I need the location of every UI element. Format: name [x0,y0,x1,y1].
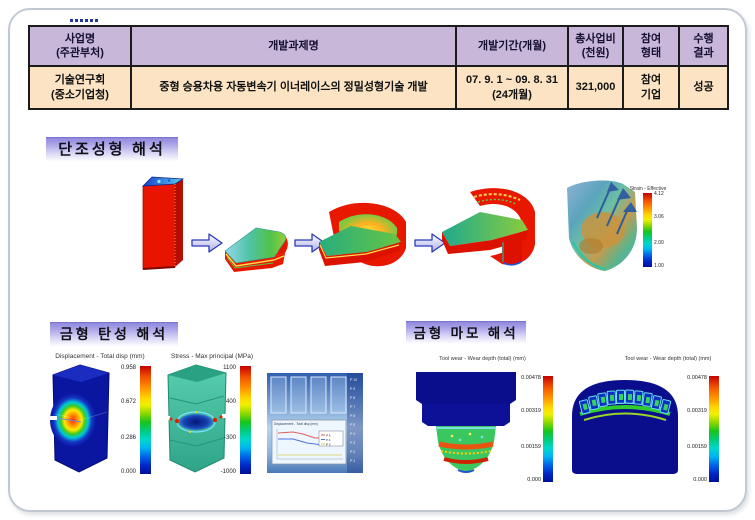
point-label: P 3 [350,441,355,445]
die-colorbar [709,376,719,482]
col-header-program: 사업명 (주관부처) [28,25,132,67]
tick-label: -300 [223,435,236,442]
tick-label: -1000 [220,468,236,475]
point-label: P 1 [350,459,355,463]
tick-label: 1100 [223,365,236,372]
tick-label: 2.00 [654,239,664,246]
point-label: P 2 [350,450,355,454]
displacement-plot-title: Displacement - Total disp (mm) [55,353,145,360]
cell-program: 기술연구회 (중소기업청) [28,65,132,110]
table-header-row: 사업명 (주관부처) 개발과제명 개발기간(개월) 총사업비 (천원) 참여 형… [28,25,729,67]
tick-label: 0.00159 [687,444,707,451]
section-label-wear: 금형 마모 해석 [406,321,526,345]
simulation-panel-graphics: Displacement - Total disp (mm) P 5 P 4 P… [270,373,363,473]
process-arrow-icon [414,233,446,253]
cell-period: 07. 9. 1 ~ 09. 8. 31 (24개월) [455,65,569,110]
tick-label: 0.000 [527,476,541,483]
die-teeth [578,389,672,415]
tick-label: 3.06 [654,214,664,221]
displacement-colorbar-ticks: 0.958 0.672 0.286 0.000 [106,365,136,475]
point-label: P 10 [350,378,357,382]
punch-wear-title: Tool wear - Wear depth (total) (mm) [439,356,526,362]
strain-colorbar-ticks: 4.12 3.06 2.00 1.00 [654,191,672,269]
cell-result: 성공 [678,65,729,110]
stray-blue-mark [70,19,100,22]
tick-label: 0.286 [120,435,136,442]
process-arrow-icon [294,233,326,253]
stress-colorbar-ticks: 1100 400 -300 -1000 [206,365,236,475]
punch-colorbar-ticks: 0.00478 0.00319 0.00159 0.000 [503,375,541,483]
die-colorbar-ticks: 0.00478 0.00319 0.00159 0.000 [669,375,707,483]
table-data-row: 기술연구회 (중소기업청) 중형 승용차용 자동변속기 이너레이스의 정밀성형기… [28,65,729,110]
point-label: P 4 [350,432,355,436]
tick-label: 0.00478 [687,375,707,382]
die-wear-contour-image [572,380,678,474]
stress-contour-image [162,364,230,473]
tick-label: 0.000 [120,468,136,475]
tick-label: 0.00319 [687,407,707,414]
strain-colorbar [643,193,652,267]
tick-label: 0.672 [120,398,136,405]
point-label: P 7 [350,405,355,409]
forging-stage3-image [319,202,406,267]
tick-label: 0.958 [120,365,136,372]
point-label: P 5 [350,423,355,427]
cell-task-name: 중형 승용차용 자동변속기 이너레이스의 정밀성형기술 개발 [130,65,457,110]
inset-legend-item: P 5 [326,434,331,438]
strain-legend-title: Strain - Effective [629,186,667,192]
page-rounded-border [8,8,747,512]
col-header-task-name: 개발과제명 [130,25,457,67]
section-label-forging: 단조성형 해석 [46,137,178,163]
col-header-result: 수행 결과 [678,25,729,67]
point-label: P 6 [350,414,355,418]
tick-label: 1.00 [654,262,664,269]
project-info-table: 사업명 (주관부처) 개발과제명 개발기간(개월) 총사업비 (천원) 참여 형… [28,25,729,110]
point-label: P 9 [350,387,355,391]
forging-stage1-billet-image [141,176,185,270]
tick-label: 0.00159 [521,444,541,451]
displacement-colorbar [140,366,151,474]
inset-legend-item: P 3 [326,443,331,447]
inset-legend-item: P 4 [326,438,331,442]
punch-wear-contour-image [416,372,516,473]
stress-plot-title: Stress - Max principal (MPa) [171,353,253,360]
forging-stage2-image [224,227,288,272]
stress-colorbar [240,366,251,474]
die-wear-title: Tool wear - Wear depth (total) (mm) [624,356,712,362]
punch-colorbar [543,376,553,482]
cell-participation: 참여 기업 [622,65,680,110]
col-header-participation: 참여 형태 [622,25,680,67]
cell-budget: 321,000 [567,65,624,110]
point-label: P 8 [350,396,355,400]
section-label-elastic: 금형 탄성 해석 [50,322,178,348]
col-header-period: 개발기간(개월) [455,25,569,67]
process-arrow-icon [191,233,223,253]
forging-stage4-image [442,188,535,266]
tick-label: 400 [225,398,236,405]
tick-label: 4.12 [654,191,664,198]
tick-label: 0.000 [693,476,707,483]
col-header-budget: 총사업비 (천원) [567,25,624,67]
simulation-software-screenshot: Displacement - Total disp (mm) P 5 P 4 P… [267,373,363,473]
displacement-contour-image [48,364,110,473]
tick-label: 0.00478 [521,375,541,382]
tick-label: 0.00319 [521,407,541,414]
forging-strain-contour-image [567,180,637,271]
inset-chart-title: Displacement - Total disp (mm) [274,422,318,426]
